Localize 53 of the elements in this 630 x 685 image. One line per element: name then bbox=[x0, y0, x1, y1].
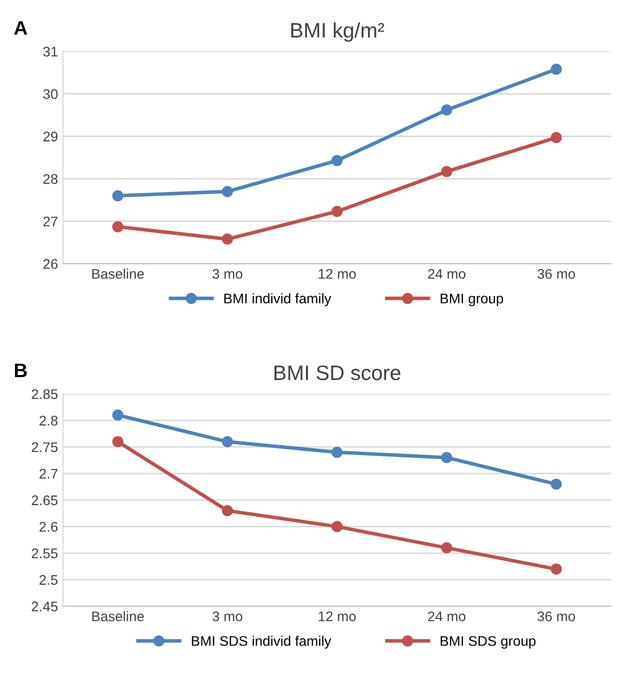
x-tick-label: 24 mo bbox=[428, 611, 466, 622]
y-tick-label: 26 bbox=[43, 259, 58, 269]
point bbox=[550, 64, 562, 75]
legend-label: BMI group bbox=[440, 294, 504, 306]
point bbox=[550, 132, 562, 144]
y-tick-label: 2.5 bbox=[40, 575, 58, 585]
legend-label: BMI SDS individ family bbox=[192, 636, 332, 649]
point bbox=[331, 446, 343, 458]
x-tick-label: Baseline bbox=[92, 611, 144, 622]
x-tick-label: 24 mo bbox=[428, 268, 466, 279]
point bbox=[222, 234, 233, 245]
legend-label: BMI individ family bbox=[224, 293, 332, 306]
x-tick-label: 36 mo bbox=[538, 611, 576, 622]
y-tick-label: 2.6 bbox=[40, 522, 58, 532]
point bbox=[550, 478, 562, 490]
y-tick-label: 2.45 bbox=[32, 602, 58, 612]
text: A bbox=[14, 21, 28, 35]
point bbox=[112, 221, 124, 232]
point bbox=[331, 521, 343, 532]
point bbox=[222, 436, 233, 448]
y-tick-label: 29 bbox=[43, 132, 58, 142]
y-tick-label: 2.85 bbox=[32, 389, 58, 400]
point bbox=[331, 206, 343, 218]
point bbox=[112, 436, 124, 448]
y-tick-label: 2.65 bbox=[32, 495, 58, 506]
point bbox=[550, 564, 562, 575]
x-tick-label: 3 mo bbox=[212, 268, 242, 279]
x-tick-label: 36 mo bbox=[538, 268, 576, 279]
y-tick-label: 2.7 bbox=[40, 468, 58, 479]
x-tick-label: 12 mo bbox=[318, 268, 356, 279]
y-tick-label: 2.55 bbox=[32, 548, 58, 558]
chart-title: BMI kg/m² bbox=[291, 22, 384, 42]
y-tick-label: 27 bbox=[43, 216, 58, 226]
chart-title: BMI SD score bbox=[274, 365, 400, 380]
point bbox=[441, 104, 452, 116]
y-tick-label: 30 bbox=[43, 89, 58, 100]
point bbox=[441, 452, 452, 464]
y-tick-label: 2.8 bbox=[40, 416, 58, 426]
x-tick-label: Baseline bbox=[92, 268, 144, 279]
point bbox=[441, 542, 452, 554]
point bbox=[112, 410, 124, 421]
point bbox=[331, 154, 343, 166]
x-tick-label: 3 mo bbox=[212, 611, 242, 622]
x-tick-label: 12 mo bbox=[318, 611, 356, 622]
point bbox=[222, 505, 233, 516]
point bbox=[222, 186, 233, 198]
point bbox=[112, 190, 124, 202]
point bbox=[441, 166, 452, 178]
text: B bbox=[14, 364, 27, 378]
y-tick-label: 28 bbox=[43, 174, 58, 184]
legend-label: BMI SDS group bbox=[440, 636, 536, 649]
y-tick-label: 31 bbox=[43, 46, 58, 57]
y-tick-label: 2.75 bbox=[32, 442, 58, 452]
